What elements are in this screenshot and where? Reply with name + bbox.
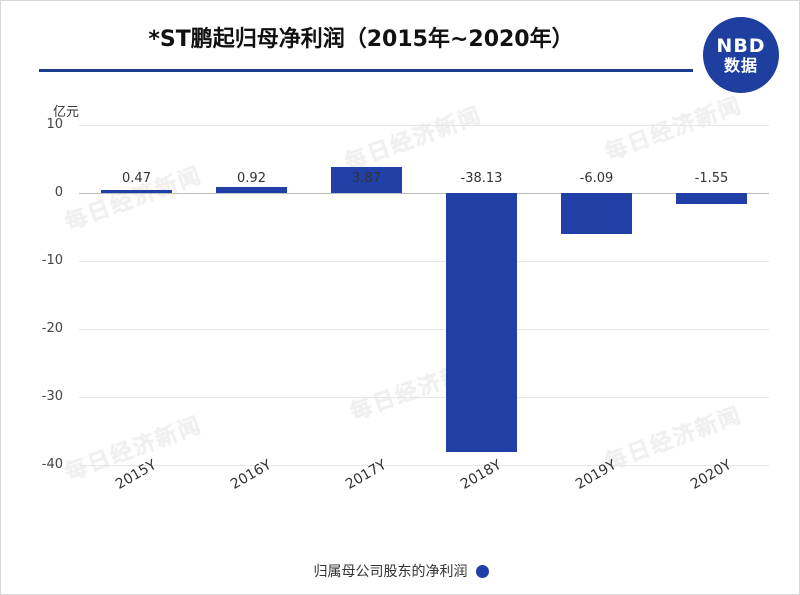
y-tick-label: -30 — [41, 389, 63, 404]
bar-value-label: 0.92 — [237, 171, 266, 186]
x-axis-ticks: 2015Y 2016Y 2017Y 2018Y 2019Y 2020Y — [79, 457, 769, 531]
bars-layer — [79, 125, 769, 465]
bar-2018Y — [445, 193, 518, 453]
grid-layer — [79, 125, 769, 466]
y-axis-ticks: 10 0 -10 -20 -30 -40 — [42, 117, 769, 472]
legend-marker-dot — [475, 564, 489, 578]
chart-legend: 归属母公司股东的净利润 — [1, 561, 799, 581]
bar-value-label: 0.47 — [122, 171, 151, 186]
legend-label: 归属母公司股东的净利润 — [313, 564, 468, 580]
y-tick-label: 10 — [46, 117, 63, 132]
zero-axis-line — [79, 193, 769, 194]
bar-value-labels: 0.47 0.92 3.87 -38.13 -6.09 -1.55 — [79, 125, 769, 465]
bar-2020Y — [675, 193, 748, 204]
chart-header: *ST鹏起归母净利润（2015年~2020年） NBD 数据 — [1, 1, 799, 93]
logo-text-bottom: 数据 — [723, 55, 758, 75]
gridline — [79, 465, 769, 466]
bar-value-label: -1.55 — [694, 171, 729, 186]
y-tick-label: 0 — [54, 185, 63, 200]
y-tick-label: -10 — [41, 253, 63, 268]
plot-area: 亿元 10 0 -10 -20 -30 -40 0.47 0.92 3.87 -38.… — [1, 85, 799, 515]
gridline — [79, 397, 769, 398]
bar-2015Y — [100, 189, 173, 193]
bar-2016Y — [215, 186, 288, 193]
bar-2017Y — [330, 166, 403, 193]
gridline — [79, 329, 769, 330]
bar-value-label: 3.87 — [352, 171, 381, 186]
nbd-logo: NBD 数据 — [703, 17, 779, 93]
gridline — [79, 261, 769, 262]
gridline — [79, 125, 769, 126]
y-tick-label: -40 — [41, 457, 63, 472]
bar-2019Y — [560, 193, 633, 235]
y-axis-unit-label: 亿元 — [53, 105, 80, 120]
bar-value-label: -6.09 — [579, 171, 614, 186]
page-title: *ST鹏起归母净利润（2015年~2020年） — [148, 27, 574, 52]
logo-text-top: NBD — [716, 34, 766, 57]
title-divider — [39, 69, 693, 72]
y-tick-label: -20 — [41, 321, 63, 336]
bar-value-label: -38.13 — [460, 171, 503, 186]
